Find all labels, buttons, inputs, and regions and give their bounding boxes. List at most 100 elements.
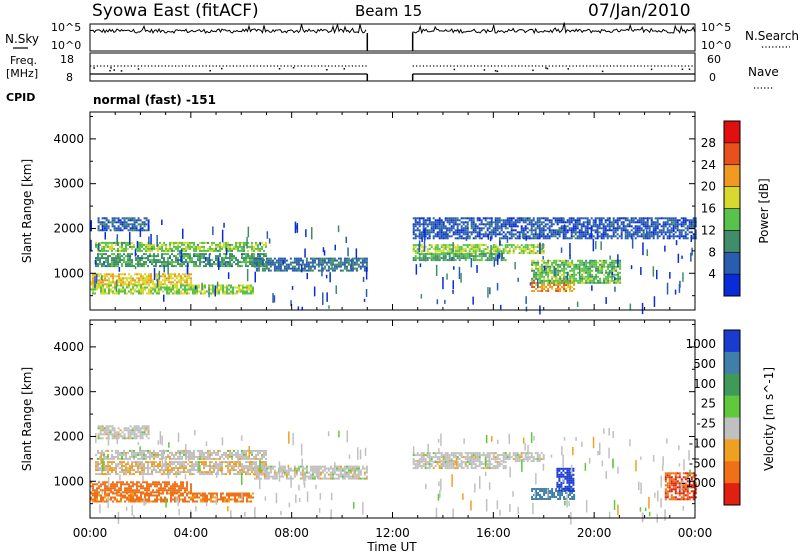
heatmap-cell xyxy=(103,465,105,468)
heatmap-cell xyxy=(585,279,588,282)
heatmap-cell xyxy=(656,235,659,238)
heatmap-cell xyxy=(117,431,120,434)
heatmap-cell xyxy=(694,231,697,234)
heatmap-cell xyxy=(169,247,171,250)
heatmap-cell xyxy=(225,247,228,255)
heatmap-cell xyxy=(129,455,131,458)
heatmap-cell xyxy=(101,217,104,220)
heatmap-cell xyxy=(143,463,145,466)
heatmap-cell xyxy=(468,248,471,251)
heatmap-cell xyxy=(246,290,248,293)
heatmap-cell xyxy=(247,473,249,476)
heatmap-cell xyxy=(219,467,221,470)
heatmap-cell xyxy=(544,225,547,228)
heatmap-cell xyxy=(220,288,222,291)
heatmap-cell xyxy=(170,281,172,284)
heatmap-cell xyxy=(183,451,185,454)
heatmap-cell xyxy=(424,233,427,236)
heatmap-cell xyxy=(594,237,597,240)
heatmap-cell xyxy=(167,471,169,474)
heatmap-cell xyxy=(558,217,561,220)
heatmap-cell xyxy=(243,241,245,244)
heatmap-cell xyxy=(241,241,243,244)
heatmap-cell xyxy=(476,219,479,222)
heatmap-cell xyxy=(191,457,193,460)
heatmap-cell xyxy=(307,263,310,266)
heatmap-cell xyxy=(446,237,449,240)
heatmap-cell xyxy=(440,237,443,240)
heatmap-cell xyxy=(143,225,146,228)
heatmap-cell xyxy=(458,266,461,280)
heatmap-cell xyxy=(423,240,426,252)
heatmap-cell xyxy=(182,283,184,286)
heatmap-cell xyxy=(444,219,447,222)
heatmap-cell xyxy=(571,273,574,276)
heatmap-cell xyxy=(144,279,146,282)
heatmap-cell xyxy=(304,248,306,258)
heatmap-cell xyxy=(107,457,109,460)
heatmap-cell xyxy=(139,449,141,452)
heatmap-cell xyxy=(337,261,340,264)
heatmap-cell xyxy=(255,269,258,272)
heatmap-cell xyxy=(97,433,100,436)
heatmap-cell xyxy=(118,279,120,282)
heatmap-cell xyxy=(187,469,189,472)
heatmap-cell xyxy=(631,237,634,249)
heatmap-cell xyxy=(516,235,519,238)
heatmap-cell xyxy=(305,259,308,262)
heatmap-cell xyxy=(127,253,129,256)
heatmap-cell xyxy=(612,219,615,222)
heatmap-cell xyxy=(246,286,248,289)
heatmap-cell xyxy=(135,465,137,468)
heatmap-cell xyxy=(460,255,463,258)
heatmap-cell xyxy=(565,267,568,270)
heatmap-cell xyxy=(484,233,487,236)
heatmap-cell xyxy=(572,235,575,238)
heatmap-cell xyxy=(458,246,461,249)
heatmap-cell xyxy=(652,235,655,238)
heatmap-cell xyxy=(436,248,439,251)
heatmap-cell xyxy=(458,259,461,262)
heatmap-cell xyxy=(186,279,188,282)
heatmap-cell xyxy=(605,261,608,264)
heatmap-cell xyxy=(554,231,557,234)
heatmap-cell xyxy=(432,223,435,226)
heatmap-cell xyxy=(173,473,175,476)
heatmap-cell xyxy=(656,233,659,236)
heatmap-cell xyxy=(109,425,112,428)
heatmap-cell xyxy=(297,257,300,260)
heatmap-cell xyxy=(163,267,165,273)
heatmap-cell xyxy=(502,219,505,222)
heatmap-cell xyxy=(104,275,106,278)
heatmap-cell xyxy=(157,463,159,466)
heatmap-cell xyxy=(117,433,120,436)
heatmap-cell xyxy=(422,227,425,230)
heatmap-cell xyxy=(642,237,645,240)
heatmap-cell xyxy=(121,223,124,226)
heatmap-cell xyxy=(101,275,103,281)
heatmap-cell xyxy=(674,219,677,222)
heatmap-cell xyxy=(139,247,141,250)
heatmap-cell xyxy=(107,465,109,468)
heatmap-cell xyxy=(545,265,548,268)
heatmap-cell xyxy=(159,469,161,472)
heatmap-cell xyxy=(141,469,143,472)
heatmap-cell xyxy=(536,221,539,224)
heatmap-cell xyxy=(311,265,314,268)
heatmap-cell xyxy=(531,269,534,272)
heatmap-cell xyxy=(177,473,179,476)
heatmap-cell xyxy=(448,235,451,238)
heatmap-cell xyxy=(230,292,232,295)
heatmap-cell xyxy=(510,233,513,236)
heatmap-cell xyxy=(188,277,190,280)
heatmap-cell xyxy=(205,463,207,466)
heatmap-cell xyxy=(546,227,549,230)
heatmap-cell xyxy=(240,290,242,293)
heatmap-cell xyxy=(130,491,132,494)
heatmap-cell xyxy=(518,235,521,238)
heatmap-cell xyxy=(617,277,620,280)
heatmap-cell xyxy=(534,252,537,255)
noise-right-tick-bottom: 10^0 xyxy=(701,39,731,52)
heatmap-cell xyxy=(684,237,687,240)
heatmap-cell xyxy=(493,258,496,267)
